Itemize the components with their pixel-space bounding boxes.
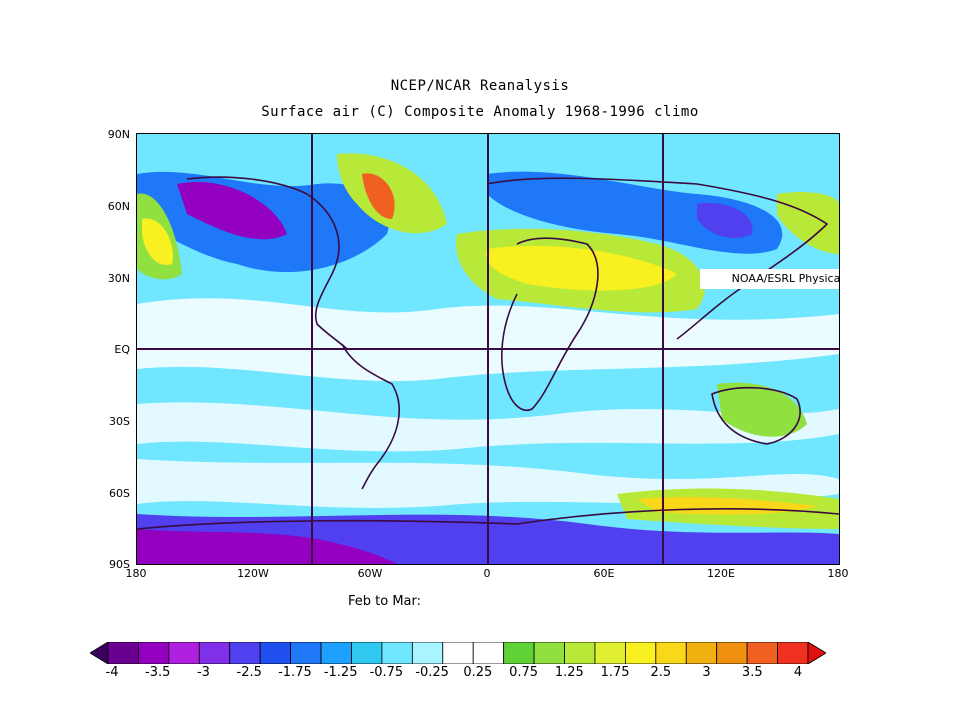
colorbar-label: 0.75 (509, 665, 539, 680)
colorbar-swatch (716, 642, 748, 664)
colorbar-swatch (746, 642, 778, 664)
coast-south-america (341, 343, 400, 490)
colorbar-label: -0.75 (369, 665, 404, 680)
colorbar-label: 1.25 (554, 665, 584, 680)
lat-tick-label: 90S (109, 558, 130, 571)
lat-tick-label: 30N (107, 272, 130, 285)
very-cold-region-ross (137, 529, 397, 564)
colorbar-label: -4 (105, 665, 119, 680)
colorbar-label: 2.5 (650, 665, 672, 680)
colorbar-swatch (533, 642, 565, 664)
colorbar-swatch (685, 642, 718, 664)
cold-region-siberia (697, 203, 753, 239)
colorbar-swatch (351, 642, 383, 664)
colorbar-swatch (624, 642, 657, 664)
chart-subtitle: Surface air (C) Composite Anomaly 1968-1… (261, 104, 699, 120)
colorbar (90, 642, 826, 664)
lon-tick-label: 180 (827, 567, 849, 580)
colorbar-swatch (655, 642, 687, 664)
hot-region-greenland (362, 173, 395, 219)
anomaly-map: NOAA/ESRL Physical Sciences Division (136, 133, 840, 565)
lat-tick-label: 60N (107, 200, 130, 213)
colorbar-swatch (472, 642, 505, 664)
lon-tick-label: 60W (357, 567, 383, 580)
colorbar-label: 0.25 (463, 665, 493, 680)
warm-region-australia (717, 382, 807, 437)
colorbar-max-arrow (807, 642, 826, 664)
colorbar-label: 3.5 (741, 665, 763, 680)
lon-tick-label: 180 (125, 567, 147, 580)
lat-tick-label: EQ (114, 343, 130, 356)
colorbar-swatch (442, 642, 474, 664)
period-label: Feb to Mar: (348, 594, 422, 609)
colorbar-swatch (198, 642, 231, 664)
colorbar-label: -3.5 (145, 665, 171, 680)
credit-box: NOAA/ESRL Physical Sciences Division (700, 269, 839, 289)
coast-north-america (186, 176, 348, 350)
colorbar-swatch (138, 642, 170, 664)
colorbar-swatch (168, 642, 200, 664)
coastlines (137, 176, 839, 530)
colorbar-swatch (290, 642, 322, 664)
coast-eurasia (486, 177, 829, 340)
colorbar-label: -2.5 (236, 665, 262, 680)
colorbar-label: -1.25 (323, 665, 358, 680)
colorbar-label: -1.75 (278, 665, 312, 680)
lon-tick-label: 0 (483, 567, 491, 580)
coast-australia (711, 386, 801, 445)
cold-region-eurasia (487, 171, 783, 254)
lon-tick-label: 120E (707, 567, 735, 580)
colorbar-label: 1.75 (600, 665, 630, 680)
lon-tick-label: 60E (593, 567, 615, 580)
colorbar-swatch (259, 642, 292, 664)
colorbar-swatch (564, 642, 596, 664)
lon-tick-label: 120W (237, 567, 269, 580)
very-cold-region-alaska (177, 182, 287, 240)
map-gridlines (137, 134, 839, 564)
colorbar-swatch (777, 642, 809, 664)
coast-antarctica (137, 508, 839, 530)
hot-region-pacific (142, 218, 173, 265)
lat-tick-label: 60S (109, 487, 130, 500)
colorbar-label: 4 (793, 665, 803, 680)
colorbar-swatch (411, 642, 444, 664)
colorbar-swatch (503, 642, 535, 664)
lat-tick-label: 90N (107, 128, 130, 141)
map-svg (137, 134, 839, 564)
coast-africa (501, 237, 599, 411)
colorbar-min-arrow (90, 642, 109, 664)
lat-tick-label: 30S (109, 415, 130, 428)
colorbar-label: 3 (702, 665, 711, 680)
colorbar-swatch (229, 642, 261, 664)
chart-title: NCEP/NCAR Reanalysis (390, 78, 570, 94)
colorbar-swatch (594, 642, 626, 664)
colorbar-label: -0.25 (415, 665, 449, 680)
colorbar-swatch (381, 642, 413, 664)
colorbar-swatch (107, 642, 139, 664)
hot-region-sahara-asia (486, 245, 677, 291)
colorbar-swatch (320, 642, 352, 664)
colorbar-label: -3 (196, 665, 210, 680)
